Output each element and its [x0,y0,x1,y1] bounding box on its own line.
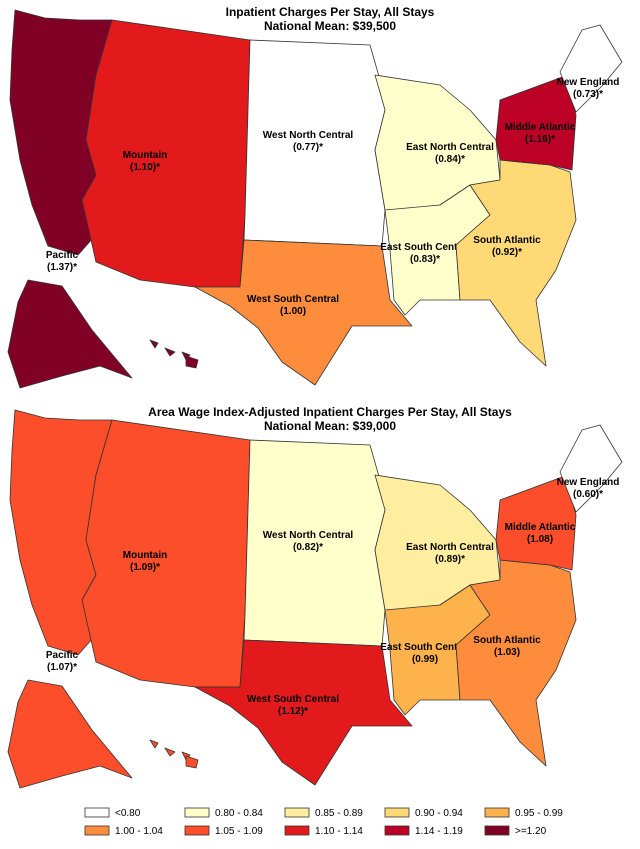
map: Inpatient Charges Per Stay, All StaysNat… [7,5,623,389]
region-name: South Atlantic [473,235,541,246]
region-value: (1.07)* [47,662,77,673]
legend-swatch [284,825,310,836]
region [164,347,176,357]
region-name: South Atlantic [473,635,541,646]
region [194,639,413,786]
region [455,159,577,367]
region-value: (0.77)* [293,142,323,153]
region-value: (0.92)* [492,247,522,258]
map-subtitle: National Mean: $39,500 [264,19,396,33]
region-name: West North Central [263,130,354,141]
region-value: (0.83)* [410,254,440,265]
region-name: New England [557,77,620,88]
region-value: (0.89)* [435,554,465,565]
legend-swatch [484,807,510,818]
legend-label: 0.80 - 0.84 [215,808,263,819]
region-name: Pacific [46,650,79,661]
legend-swatch [384,825,410,836]
map-subtitle: National Mean: $39,000 [264,419,396,433]
region [149,339,159,349]
map-title: Area Wage Index-Adjusted Inpatient Charg… [148,405,512,419]
region-value: (1.16)* [525,134,555,145]
region [559,424,623,513]
legend-label: 0.95 - 0.99 [515,808,563,819]
legend-swatch [284,807,310,818]
region [559,24,623,113]
region-name: East North Central [406,142,494,153]
region-name: East North Central [406,542,494,553]
legend-swatch [184,825,210,836]
region-value: (1.00) [280,306,306,317]
region-value: (1.03) [494,647,520,658]
region-name: West South Central [247,294,339,305]
region-name: West South Central [247,694,339,705]
region [7,279,133,389]
region [185,755,199,769]
legend-label: 1.00 - 1.04 [115,826,163,837]
region-name: New England [557,477,620,488]
legend-swatch [384,807,410,818]
region [185,355,199,369]
region-name: Mountain [123,150,167,161]
region-name: Middle Atlantic [505,122,576,133]
region-name: East South Central [380,242,470,253]
region-value: (1.10)* [130,162,160,173]
region-value: (0.84)* [435,154,465,165]
legend-label: 1.10 - 1.14 [315,826,363,837]
legend-label: 1.14 - 1.19 [415,826,463,837]
region-value: (1.08) [527,534,553,545]
legend-label: 0.90 - 0.94 [415,808,463,819]
region [149,739,159,749]
legend-label: 1.05 - 1.09 [215,826,263,837]
legend-swatch [184,807,210,818]
region-value: (1.09)* [130,562,160,573]
region-value: (0.82)* [293,542,323,553]
legend-label: <0.80 [115,808,141,819]
region-name: East South Central [380,642,470,653]
region-name: Pacific [46,250,79,261]
region-value: (0.99) [412,654,438,665]
region [194,239,413,386]
region-value: (1.12)* [278,706,308,717]
map: Area Wage Index-Adjusted Inpatient Charg… [7,405,623,789]
region [164,747,176,757]
region-value: (1.37)* [47,262,77,273]
legend-swatch [484,825,510,836]
map-title: Inpatient Charges Per Stay, All Stays [226,5,435,19]
region-name: Mountain [123,550,167,561]
region [7,679,133,789]
region-name: Middle Atlantic [505,522,576,533]
legend-swatch [84,825,110,836]
region-value: (0.60)* [573,489,603,500]
legend-label: >=1.20 [515,826,547,837]
region-value: (0.73)* [573,89,603,100]
region-name: West North Central [263,530,354,541]
legend-swatch [84,807,110,818]
legend-label: 0.85 - 0.89 [315,808,363,819]
region [455,559,577,767]
